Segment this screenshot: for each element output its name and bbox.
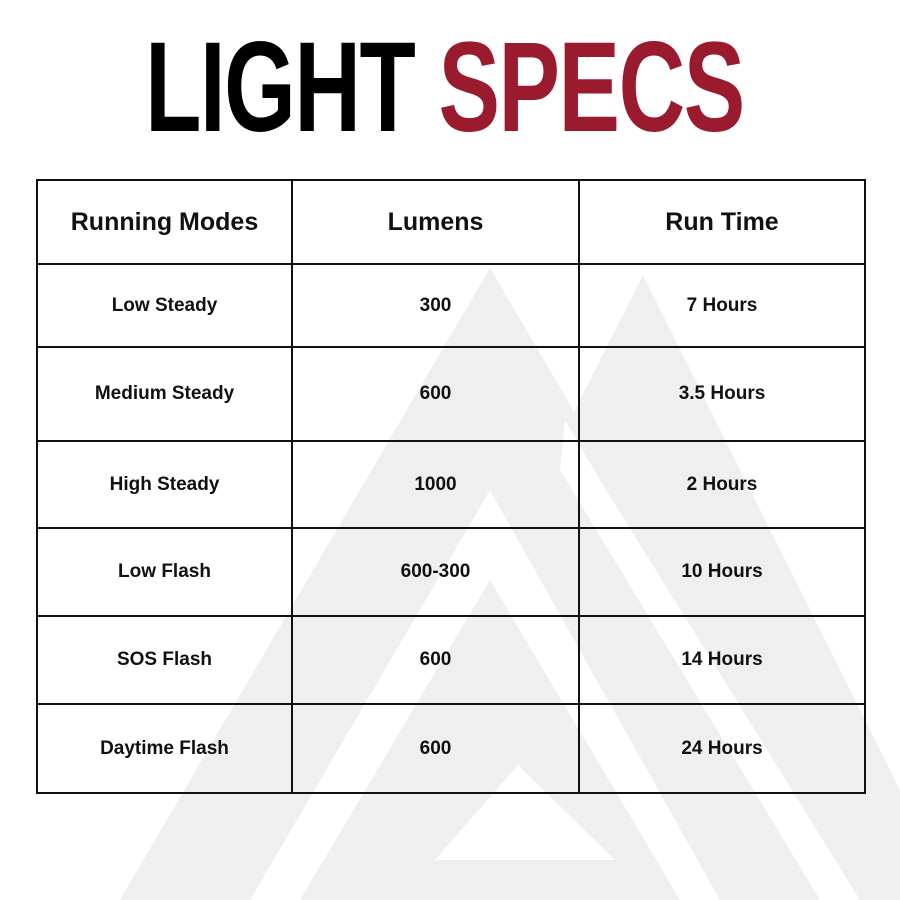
header-running-modes: Running Modes	[36, 179, 293, 265]
cell-mode: SOS Flash	[36, 615, 293, 705]
header-run-time: Run Time	[578, 179, 866, 265]
table-row: SOS Flash 600 14 Hours	[36, 615, 866, 705]
page-title: LIGHT SPECS	[120, 24, 768, 152]
cell-run-time: 7 Hours	[578, 263, 866, 348]
cell-mode: Low Steady	[36, 263, 293, 348]
table-row: Low Flash 600-300 10 Hours	[36, 527, 866, 617]
table-header-row: Running Modes Lumens Run Time	[36, 179, 866, 265]
cell-lumens: 600	[291, 346, 580, 442]
watermark-inner-small	[435, 765, 615, 860]
cell-run-time: 14 Hours	[578, 615, 866, 705]
cell-lumens: 600	[291, 615, 580, 705]
cell-lumens: 1000	[291, 440, 580, 529]
cell-run-time: 3.5 Hours	[578, 346, 866, 442]
title-part-2: SPECS	[438, 16, 745, 159]
specs-table: Running Modes Lumens Run Time Low Steady…	[36, 179, 866, 794]
cell-lumens: 600	[291, 703, 580, 794]
cell-run-time: 10 Hours	[578, 527, 866, 617]
title-part-1: LIGHT	[145, 16, 416, 159]
cell-lumens: 300	[291, 263, 580, 348]
header-lumens: Lumens	[291, 179, 580, 265]
cell-mode: Daytime Flash	[36, 703, 293, 794]
cell-run-time: 24 Hours	[578, 703, 866, 794]
table-row: Low Steady 300 7 Hours	[36, 263, 866, 348]
cell-mode: Medium Steady	[36, 346, 293, 442]
cell-run-time: 2 Hours	[578, 440, 866, 529]
cell-mode: High Steady	[36, 440, 293, 529]
cell-lumens: 600-300	[291, 527, 580, 617]
table-row: Daytime Flash 600 24 Hours	[36, 703, 866, 794]
cell-mode: Low Flash	[36, 527, 293, 617]
table-row: High Steady 1000 2 Hours	[36, 440, 866, 529]
table-row: Medium Steady 600 3.5 Hours	[36, 346, 866, 442]
